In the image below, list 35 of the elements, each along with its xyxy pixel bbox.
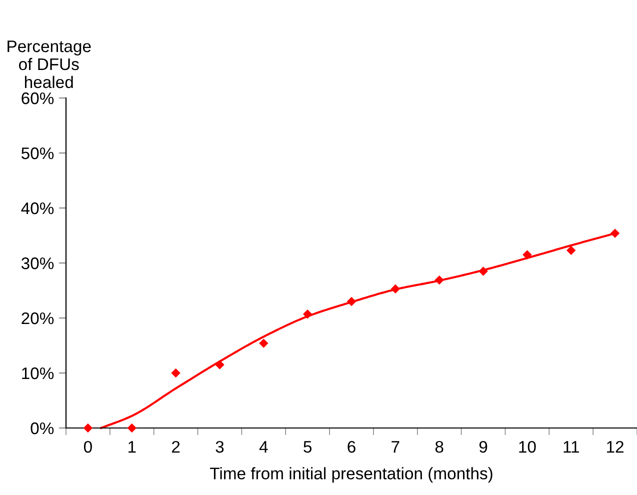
point xyxy=(566,246,576,255)
x-tick-label: 11 xyxy=(564,441,579,453)
y-tick-label: 0% xyxy=(30,422,54,434)
x-tick-label: 8 xyxy=(435,440,444,453)
point xyxy=(127,423,136,433)
point xyxy=(346,296,356,306)
x-tick-label: 6 xyxy=(348,440,356,453)
x-tick-label: 2 xyxy=(172,440,180,453)
point xyxy=(390,284,400,294)
point xyxy=(215,360,224,370)
x-tick-label: 5 xyxy=(304,441,312,453)
y-tick-label: 20% xyxy=(22,312,54,324)
y-tick-label: 60% xyxy=(22,92,54,104)
x-axis-title: Time from initial presentation (months) xyxy=(210,467,492,483)
x-tick-label: 1 xyxy=(128,441,136,453)
y-tick-label: 40% xyxy=(21,202,54,214)
y-tick-label: 50% xyxy=(22,147,54,160)
x-tick-label: 0 xyxy=(84,440,92,453)
point xyxy=(522,250,532,260)
point xyxy=(259,338,268,348)
x-tick-label: 3 xyxy=(216,440,224,453)
x-tick-label: 9 xyxy=(479,440,488,453)
point xyxy=(610,228,620,238)
point xyxy=(83,423,93,433)
y-tick-label: 10% xyxy=(22,367,54,380)
point xyxy=(302,310,312,319)
y-axis-title: Percentage of DFUs healed xyxy=(8,40,91,88)
x-tick-label: 12 xyxy=(607,440,624,453)
point xyxy=(434,275,444,285)
point xyxy=(478,266,488,276)
y-tick-label: 30% xyxy=(21,257,54,270)
x-tick-label: 4 xyxy=(259,441,268,453)
x-tick-label: 10 xyxy=(519,440,536,453)
x-tick-label: 7 xyxy=(392,441,400,453)
point xyxy=(171,368,180,378)
